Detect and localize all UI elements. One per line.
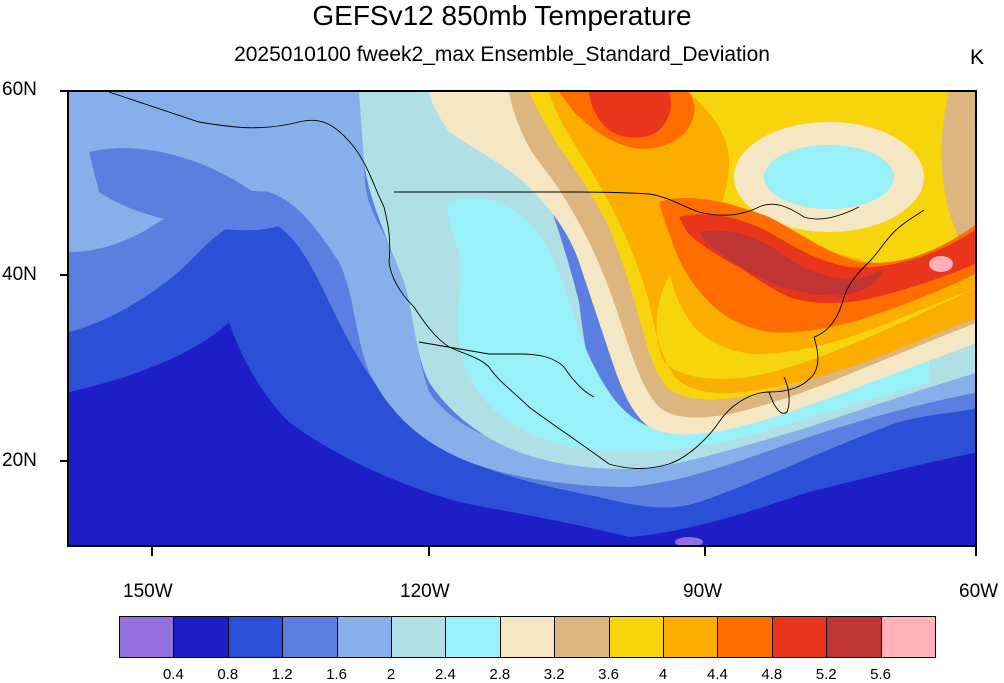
colorbar-swatch	[282, 616, 338, 658]
band-1-2-west	[69, 219, 975, 537]
colorbar-label: 2.4	[434, 666, 456, 683]
map-panel	[67, 90, 977, 547]
contour-map	[69, 92, 975, 545]
y-tick-label-60n: 60N	[2, 79, 37, 100]
chart-title: GEFSv12 850mb Temperature	[312, 0, 692, 31]
colorbar-label: 3.2	[543, 666, 565, 683]
colorbar-swatch	[663, 616, 719, 658]
canada-us-border	[394, 191, 860, 220]
x-tick-label-150w: 150W	[123, 581, 173, 602]
colorbar-swatch	[391, 616, 447, 658]
gulf-coastline	[608, 336, 819, 469]
units-label: K	[969, 46, 984, 69]
x-tick-150w	[151, 547, 153, 556]
colorbar-label: 4.4	[706, 666, 728, 683]
band-above-5-6	[929, 256, 953, 272]
band-1-6-gulf-of-alaska	[89, 148, 289, 231]
y-tick-20n	[60, 460, 67, 462]
x-tick-label-90w: 90W	[683, 581, 723, 602]
x-tick-90w	[704, 547, 706, 556]
pacific-coastline	[108, 92, 610, 465]
y-tick-label-40n: 40N	[2, 264, 37, 285]
y-tick-60n	[60, 90, 67, 92]
band-4-4-central	[549, 92, 975, 394]
band-below-0-4	[675, 537, 703, 545]
colorbar	[119, 616, 936, 658]
chart-subtitle: 2025010100 fweek2_max Ensemble_Standard_…	[234, 43, 770, 66]
band-5-2-north	[589, 92, 671, 138]
atlantic-coastline	[813, 209, 925, 338]
band-2-0-northwest	[69, 92, 975, 487]
coastlines	[108, 92, 925, 469]
colorbar-swatch	[826, 616, 882, 658]
colorbar-swatch	[227, 616, 284, 658]
colorbar-label: 4.8	[761, 666, 783, 683]
colorbar-label: 1.6	[326, 666, 348, 683]
x-tick-label-60w: 60W	[959, 581, 999, 602]
colorbar-swatch	[445, 616, 501, 658]
band-5-2-midwest	[679, 214, 975, 304]
band-2-8-southwest-us	[447, 198, 929, 452]
colorbar-label: 5.6	[870, 666, 892, 683]
colorbar-label: 3.6	[598, 666, 620, 683]
florida-coastline	[768, 376, 790, 414]
colorbar-label: 2	[386, 666, 396, 683]
colorbar-swatch	[771, 616, 828, 658]
colorbar-label: 0.4	[162, 666, 184, 683]
colorbar-label: 2.8	[489, 666, 511, 683]
colorbar-swatch	[880, 616, 936, 658]
x-tick-120w	[428, 547, 430, 556]
band-2-8-hudson	[764, 145, 894, 209]
colorbar-label: 5.2	[815, 666, 837, 683]
colorbar-swatch	[336, 616, 392, 658]
x-tick-label-120w: 120W	[400, 581, 450, 602]
us-mexico-border	[418, 341, 595, 398]
colorbar-swatch	[119, 616, 175, 658]
colorbar-swatch	[499, 616, 556, 658]
colorbar-label: 1.2	[271, 666, 293, 683]
y-tick-label-20n: 20N	[2, 450, 37, 471]
colorbar-swatch	[717, 616, 773, 658]
colorbar-swatch	[173, 616, 229, 658]
y-tick-40n	[60, 274, 67, 276]
colorbar-label: 4	[658, 666, 668, 683]
colorbar-label: 0.8	[217, 666, 239, 683]
band-5-6-midwest	[699, 230, 884, 296]
colorbar-swatch	[608, 616, 664, 658]
colorbar-swatch	[554, 616, 610, 658]
x-tick-60w	[975, 547, 977, 556]
